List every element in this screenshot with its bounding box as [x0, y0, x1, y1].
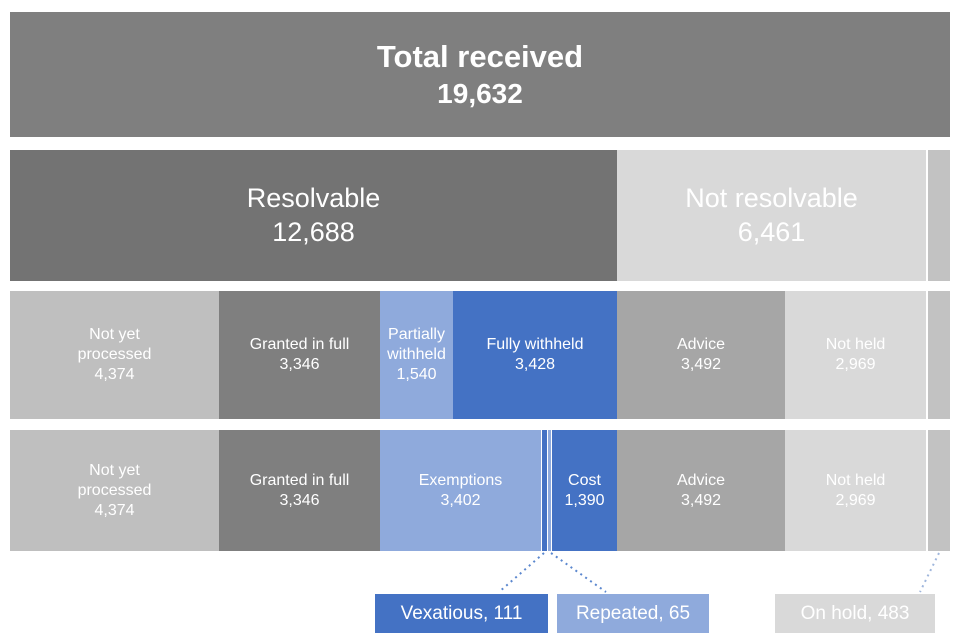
segment-not-held-label: Not held [825, 336, 886, 353]
segment-not-held-row4: Not held 2,969 [785, 430, 926, 551]
segment-fully-withheld: Fully withheld 3,428 [453, 291, 617, 419]
segment-partially-withheld-label: Partially withheld [387, 326, 446, 363]
segment-granted-in-full-label: Granted in full [249, 336, 350, 353]
segment-advice-label: Advice [676, 471, 726, 489]
callout-vexatious: Vexatious, 111 [375, 594, 548, 633]
segment-not-held-row3: Not held 2,969 [785, 291, 926, 419]
on-hold-leader-line [919, 552, 940, 593]
segment-resolvable-label: Resolvable [246, 182, 381, 213]
callout-repeated: Repeated, 65 [557, 594, 709, 633]
segment-not-yet-processed-value: 4,374 [94, 366, 135, 383]
segment-exemptions-label: Exemptions [418, 471, 503, 489]
segment-advice-value: 3,492 [680, 356, 722, 373]
callout-repeated-text: Repeated, 65 [575, 602, 691, 624]
segment-granted-in-full-row4: Granted in full 3,346 [219, 430, 380, 551]
segment-on-hold-sliver-row2 [928, 150, 950, 281]
segment-on-hold-sliver-row4 [928, 430, 950, 551]
segment-cost: Cost 1,390 [552, 430, 617, 551]
segment-fully-withheld-label: Fully withheld [486, 336, 584, 353]
segment-exemptions: Exemptions 3,402 [380, 430, 541, 551]
segment-cost-value: 1,390 [564, 491, 605, 509]
segment-not-resolvable-value: 6,461 [737, 216, 806, 247]
segment-not-resolvable: Not resolvable 6,461 [617, 150, 926, 281]
segment-not-yet-processed-label: Not yet processed [77, 461, 152, 499]
callout-vexatious-text: Vexatious, 111 [400, 602, 523, 624]
vexatious-leader-line [498, 552, 545, 593]
segment-not-held-value: 2,969 [835, 491, 876, 509]
segment-on-hold-sliver-row3 [928, 291, 950, 419]
segment-fully-withheld-value: 3,428 [514, 356, 556, 373]
segment-granted-in-full-value: 3,346 [279, 356, 320, 373]
segment-not-held-label: Not held [825, 471, 886, 489]
segment-advice-row4: Advice 3,492 [617, 430, 785, 551]
repeated-leader-line [550, 552, 607, 593]
segment-not-yet-processed-value: 4,374 [94, 501, 135, 519]
segment-vexatious-sliver [542, 430, 547, 551]
segment-resolvable: Resolvable 12,688 [10, 150, 617, 281]
segment-not-yet-processed-row3: Not yet processed 4,374 [10, 291, 219, 419]
segment-advice-row3: Advice 3,492 [617, 291, 785, 419]
total-received-label: Total received [376, 38, 584, 74]
callout-on-hold: On hold, 483 [775, 594, 935, 633]
segment-granted-in-full-row3: Granted in full 3,346 [219, 291, 380, 419]
segment-exemptions-value: 3,402 [440, 491, 481, 509]
segment-advice-label: Advice [676, 336, 726, 353]
segment-not-yet-processed-row4: Not yet processed 4,374 [10, 430, 219, 551]
total-received-bar: Total received 19,632 [10, 12, 950, 137]
segment-repeated-sliver [548, 430, 551, 551]
segment-granted-in-full-value: 3,346 [279, 491, 320, 509]
segment-granted-in-full-label: Granted in full [249, 471, 350, 489]
segment-partially-withheld: Partially withheld 1,540 [380, 291, 453, 419]
segment-resolvable-value: 12,688 [272, 216, 355, 247]
total-received-value: 19,632 [437, 78, 523, 110]
segment-not-yet-processed-label: Not yet processed [77, 326, 152, 363]
callout-on-hold-text: On hold, 483 [800, 602, 910, 624]
segment-cost-label: Cost [568, 471, 601, 489]
segment-advice-value: 3,492 [680, 491, 722, 509]
segment-not-resolvable-label: Not resolvable [685, 182, 858, 213]
segment-not-held-value: 2,969 [835, 356, 876, 373]
segment-partially-withheld-value: 1,540 [396, 366, 437, 383]
